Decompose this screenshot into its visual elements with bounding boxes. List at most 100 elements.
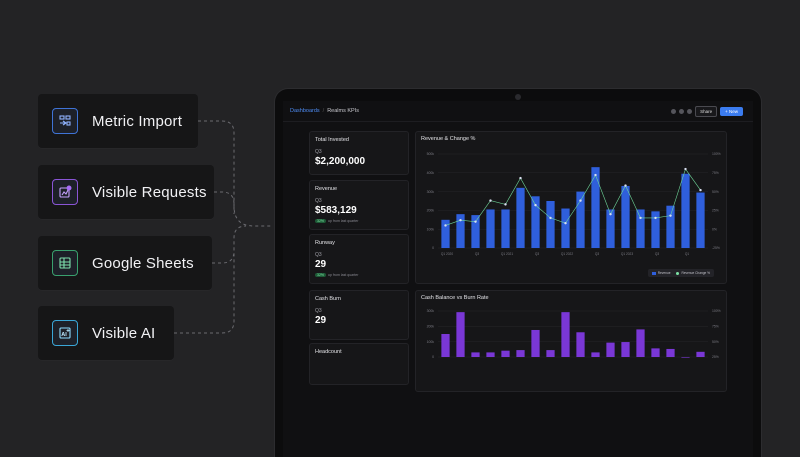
- kpi-value: $583,129: [315, 205, 357, 216]
- bar: [681, 173, 690, 248]
- new-button[interactable]: + New: [720, 107, 743, 116]
- share-button[interactable]: Share: [695, 106, 718, 117]
- x-tick-label: Q1 2022: [561, 252, 573, 256]
- x-tick-label: Q1 2021: [501, 252, 513, 256]
- bar: [636, 209, 645, 248]
- delta-note: up from last quarter: [328, 273, 359, 277]
- camera-dot: [515, 94, 521, 100]
- kpi-period: Q3: [315, 198, 322, 204]
- y-right-tick-label: 25%: [712, 209, 719, 213]
- y-right-tick-label: 0%: [712, 227, 717, 231]
- line-point: [564, 221, 567, 225]
- kpi-card-total-invested[interactable]: Total Invested Q3 $2,200,000: [309, 131, 409, 175]
- y-left-tick-label: 300k: [427, 190, 435, 194]
- bar: [666, 205, 675, 248]
- delta-badge: 32%: [315, 273, 327, 277]
- y-right-tick-label: 50%: [712, 190, 719, 194]
- integration-metric-import[interactable]: Metric Import: [38, 94, 198, 148]
- settings-icon[interactable]: [679, 109, 685, 114]
- x-tick-label: Q3: [535, 252, 539, 256]
- y-left-tick-label: 0: [432, 355, 434, 359]
- toolbar: Share + New: [671, 106, 743, 117]
- kpi-period: Q3: [315, 149, 322, 155]
- bar: [606, 209, 615, 248]
- x-tick-label: Q3: [475, 252, 479, 256]
- dashboard-screen: Dashboards / Realms KPIs Share + New Total…: [283, 101, 753, 457]
- line-point: [594, 173, 597, 177]
- bar: [516, 187, 525, 248]
- line-point: [549, 216, 552, 220]
- legend-label: Revenue Change %: [681, 271, 710, 275]
- kpi-value: $2,200,000: [315, 156, 366, 167]
- kpi-period: Q3: [315, 252, 322, 258]
- x-tick-label: Q3: [595, 252, 599, 256]
- y-right-tick-label: 75%: [712, 325, 719, 329]
- kpi-delta: 32% up from last quarter: [315, 273, 358, 277]
- line-point: [474, 220, 477, 223]
- integration-label: Visible Requests: [92, 183, 207, 201]
- line-point: [624, 184, 627, 187]
- legend-swatch: [676, 271, 680, 275]
- bar: [471, 215, 480, 248]
- bar: [606, 342, 615, 357]
- bar: [546, 350, 555, 357]
- y-left-tick-label: 500k: [427, 152, 435, 156]
- svg-text:AI: AI: [61, 332, 67, 338]
- dashboard-topbar: Dashboards / Realms KPIs Share + New: [283, 101, 753, 122]
- bar: [651, 211, 660, 248]
- bar: [561, 312, 570, 357]
- kpi-value: 29: [315, 259, 327, 270]
- bar: [546, 201, 555, 248]
- line-point: [489, 199, 492, 202]
- y-right-tick-label: 100%: [712, 309, 721, 313]
- legend-item-change: Revenue Change %: [676, 271, 710, 275]
- more-icon[interactable]: [687, 109, 693, 114]
- y-right-tick-label: -25%: [712, 246, 720, 250]
- integration-label: Metric Import: [92, 112, 183, 130]
- line-point: [534, 203, 537, 207]
- kpi-card-runway[interactable]: Runway Q3 29 32% up from last quarter: [309, 234, 409, 284]
- bar: [441, 334, 450, 357]
- integration-visible-ai[interactable]: AI Visible AI: [38, 306, 174, 360]
- line-point: [669, 214, 672, 217]
- legend-label: Revenue: [657, 271, 671, 275]
- bar: [666, 348, 675, 357]
- laptop-frame: Dashboards / Realms KPIs Share + New Total…: [274, 88, 762, 457]
- line-point: [579, 199, 582, 202]
- kpi-delta: 32% up from last quarter: [315, 219, 358, 223]
- change-line: [445, 168, 701, 226]
- chart-panel-cash-balance[interactable]: Cash Balance vs Burn Rate 300k 100% 200k 75…: [415, 290, 727, 392]
- y-right-tick-label: 25%: [712, 355, 719, 359]
- x-tick-label: Q1 2023: [621, 252, 633, 256]
- kpi-title: Runway: [315, 240, 335, 246]
- integration-label: Google Sheets: [92, 254, 194, 272]
- bar: [531, 196, 540, 248]
- edit-icon[interactable]: [671, 109, 677, 114]
- chart-title: Cash Balance vs Burn Rate: [421, 295, 489, 301]
- bar: [531, 329, 540, 357]
- breadcrumb: Dashboards / Realms KPIs: [290, 108, 359, 114]
- bar: [576, 191, 585, 248]
- kpi-card-cash-burn[interactable]: Cash Burn Q3 29: [309, 290, 409, 340]
- breadcrumb-root[interactable]: Dashboards: [290, 108, 320, 114]
- x-tick-label: Q3: [655, 252, 659, 256]
- bar: [456, 214, 465, 248]
- bar: [486, 352, 495, 357]
- bar: [681, 357, 690, 358]
- bar: [501, 209, 510, 248]
- kpi-title: Headcount: [315, 349, 342, 355]
- y-left-tick-label: 0: [432, 246, 434, 250]
- bar: [471, 352, 480, 357]
- chart-legend: Revenue Revenue Change %: [647, 269, 714, 277]
- kpi-card-headcount[interactable]: Headcount: [309, 343, 409, 385]
- integration-google-sheets[interactable]: Google Sheets: [38, 236, 212, 290]
- delta-badge: 32%: [315, 219, 327, 223]
- breadcrumb-current: Realms KPIs: [327, 108, 359, 114]
- ai-icon: AI: [52, 320, 78, 346]
- x-tick-label: Q1 2020: [441, 252, 453, 256]
- bar: [576, 332, 585, 357]
- chart-panel-revenue[interactable]: Revenue & Change % 500k 100% 400k 75% 300k 50…: [415, 131, 727, 284]
- integration-visible-requests[interactable]: Visible Requests: [38, 165, 214, 219]
- kpi-card-revenue[interactable]: Revenue Q3 $583,129 32% up from last quar…: [309, 180, 409, 230]
- x-tick-label: Q1: [685, 252, 689, 256]
